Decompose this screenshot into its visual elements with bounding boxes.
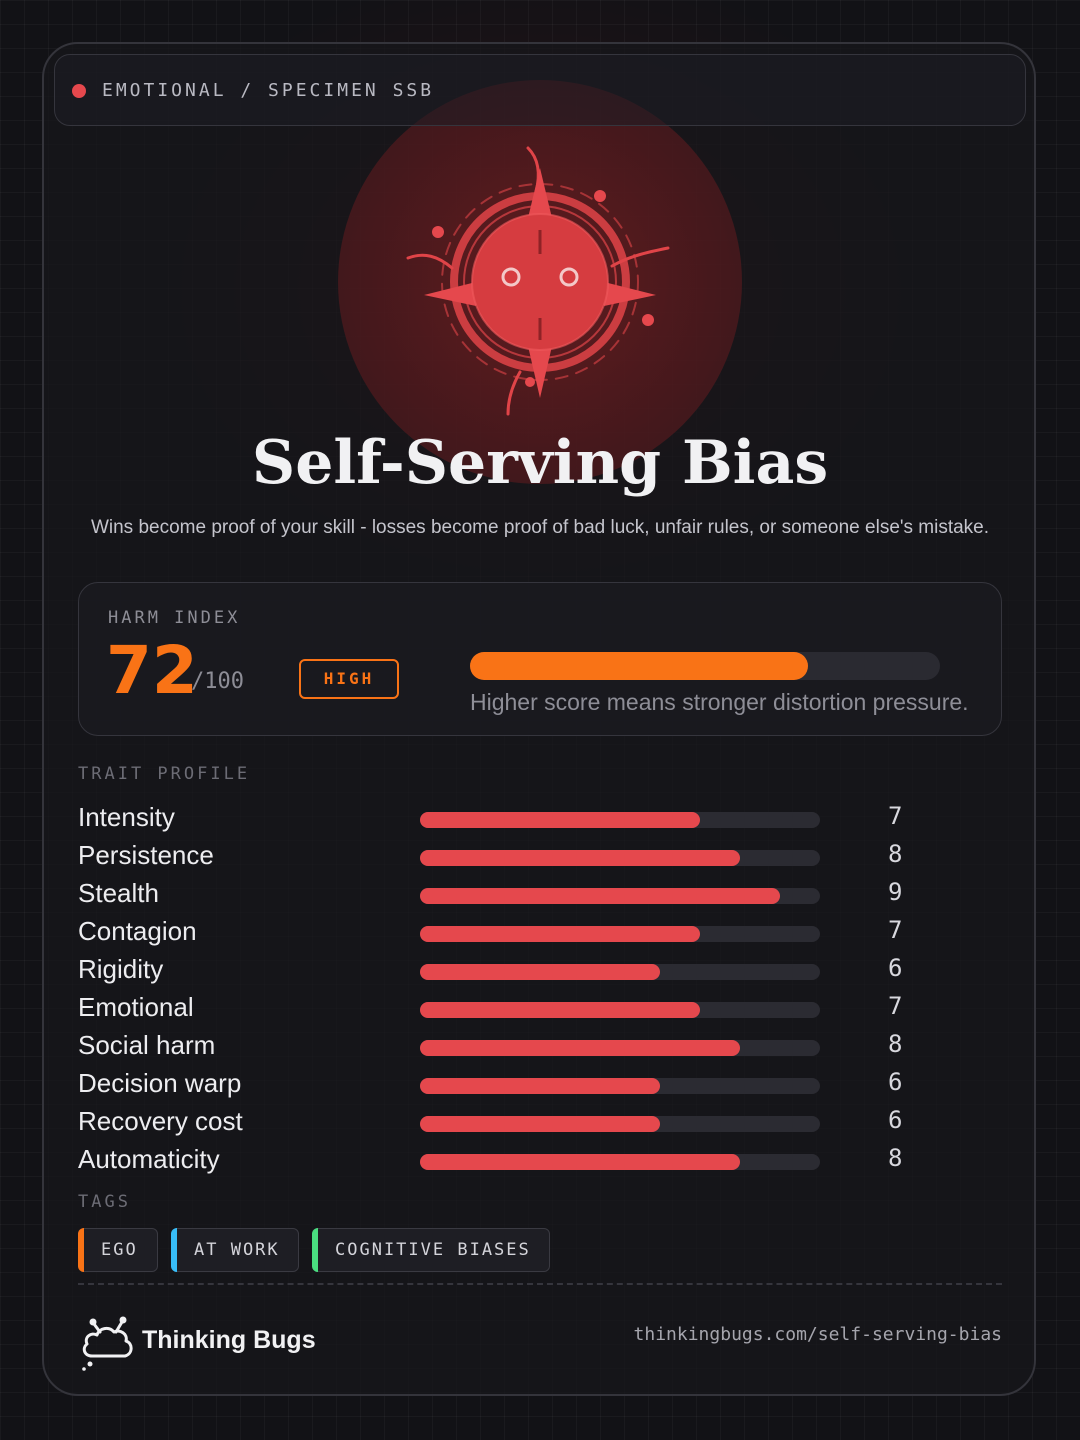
tag-cognitive-biases[interactable]: COGNITIVE BIASES xyxy=(312,1228,550,1272)
trait-row: Recovery cost 6 xyxy=(78,1106,978,1144)
trait-value: 8 xyxy=(888,840,903,868)
trait-bar-fill xyxy=(420,1040,740,1056)
trait-bar-track xyxy=(420,964,820,980)
trait-row: Social harm 8 xyxy=(78,1030,978,1068)
trait-bar-fill xyxy=(420,850,740,866)
trait-row: Decision warp 6 xyxy=(78,1068,978,1106)
trait-name: Automaticity xyxy=(78,1144,220,1174)
trait-row: Persistence 8 xyxy=(78,840,978,878)
trait-value: 6 xyxy=(888,1068,903,1096)
trait-bar-track xyxy=(420,1078,820,1094)
trait-name: Decision warp xyxy=(78,1068,242,1098)
trait-bar-track xyxy=(420,1040,820,1056)
trait-bar-fill xyxy=(420,964,660,980)
trait-row: Contagion 7 xyxy=(78,916,978,954)
tag-color-stripe xyxy=(171,1228,177,1272)
trait-value: 8 xyxy=(888,1144,903,1172)
trait-bar-fill xyxy=(420,926,700,942)
trait-row: Intensity 7 xyxy=(78,802,978,840)
trait-bar-track xyxy=(420,888,820,904)
category-breadcrumb: EMOTIONAL / SPECIMEN SSB xyxy=(102,80,435,101)
tag-label: EGO xyxy=(101,1240,138,1260)
trait-value: 7 xyxy=(888,916,903,944)
trait-row: Automaticity 8 xyxy=(78,1144,978,1182)
tag-label: AT WORK xyxy=(194,1240,280,1260)
category-dot-icon xyxy=(72,84,86,98)
trait-name: Contagion xyxy=(78,916,197,946)
trait-name: Intensity xyxy=(78,802,175,832)
trait-bar-fill xyxy=(420,1154,740,1170)
trait-row: Emotional 7 xyxy=(78,992,978,1030)
trait-name: Recovery cost xyxy=(78,1106,243,1136)
trait-bar-fill xyxy=(420,1002,700,1018)
harm-score-max: /100 xyxy=(191,669,244,694)
trait-value: 6 xyxy=(888,1106,903,1134)
tag-label: COGNITIVE BIASES xyxy=(335,1240,531,1260)
trait-value: 7 xyxy=(888,802,903,830)
tags-label: TAGS xyxy=(78,1192,131,1212)
trait-row: Rigidity 6 xyxy=(78,954,978,992)
trait-bar-fill xyxy=(420,888,780,904)
harm-progress-fill xyxy=(470,652,809,680)
trait-bar-track xyxy=(420,812,820,828)
trait-bar-fill xyxy=(420,812,700,828)
tag-at-work[interactable]: AT WORK xyxy=(171,1228,299,1272)
footer-divider xyxy=(78,1283,1002,1285)
trait-name: Stealth xyxy=(78,878,159,908)
trait-bar-fill xyxy=(420,1078,660,1094)
trait-bar-fill xyxy=(420,1116,660,1132)
trait-name: Emotional xyxy=(78,992,194,1022)
harm-note: Higher score means stronger distortion p… xyxy=(470,689,969,715)
bias-description: Wins become proof of your skill - losses… xyxy=(90,517,990,538)
trait-name: Social harm xyxy=(78,1030,216,1060)
cloud-bug-logo-icon xyxy=(82,1316,133,1371)
harm-level-badge: HIGH xyxy=(299,659,399,699)
brand-name: Thinking Bugs xyxy=(142,1326,316,1354)
trait-value: 7 xyxy=(888,992,903,1020)
trait-bar-track xyxy=(420,1002,820,1018)
bug-creature-icon xyxy=(406,146,670,416)
trait-value: 9 xyxy=(888,878,903,906)
trait-bar-track xyxy=(420,1116,820,1132)
harm-index-label: HARM INDEX xyxy=(108,608,241,628)
trait-value: 6 xyxy=(888,954,903,982)
trait-name: Persistence xyxy=(78,840,214,870)
tag-color-stripe xyxy=(312,1228,318,1272)
harm-score: 72 xyxy=(106,632,198,709)
trait-name: Rigidity xyxy=(78,954,164,984)
trait-bar-track xyxy=(420,1154,820,1170)
trait-value: 8 xyxy=(888,1030,903,1058)
site-url-link[interactable]: thinkingbugs.com/self-serving-bias xyxy=(633,1324,1002,1345)
header-bar xyxy=(54,54,1026,126)
page-title: Self-Serving Bias xyxy=(251,428,829,498)
harm-progress-track xyxy=(470,652,940,680)
trait-bar-track xyxy=(420,850,820,866)
tag-color-stripe xyxy=(78,1228,84,1272)
trait-row: Stealth 9 xyxy=(78,878,978,916)
trait-bar-track xyxy=(420,926,820,942)
trait-profile-label: TRAIT PROFILE xyxy=(78,764,251,784)
tag-ego[interactable]: EGO xyxy=(78,1228,158,1272)
